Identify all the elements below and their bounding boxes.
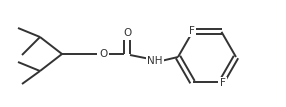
Text: O: O bbox=[123, 28, 131, 38]
Text: O: O bbox=[99, 49, 107, 59]
Text: F: F bbox=[188, 26, 194, 36]
Text: NH: NH bbox=[147, 56, 163, 66]
Text: F: F bbox=[220, 78, 225, 88]
